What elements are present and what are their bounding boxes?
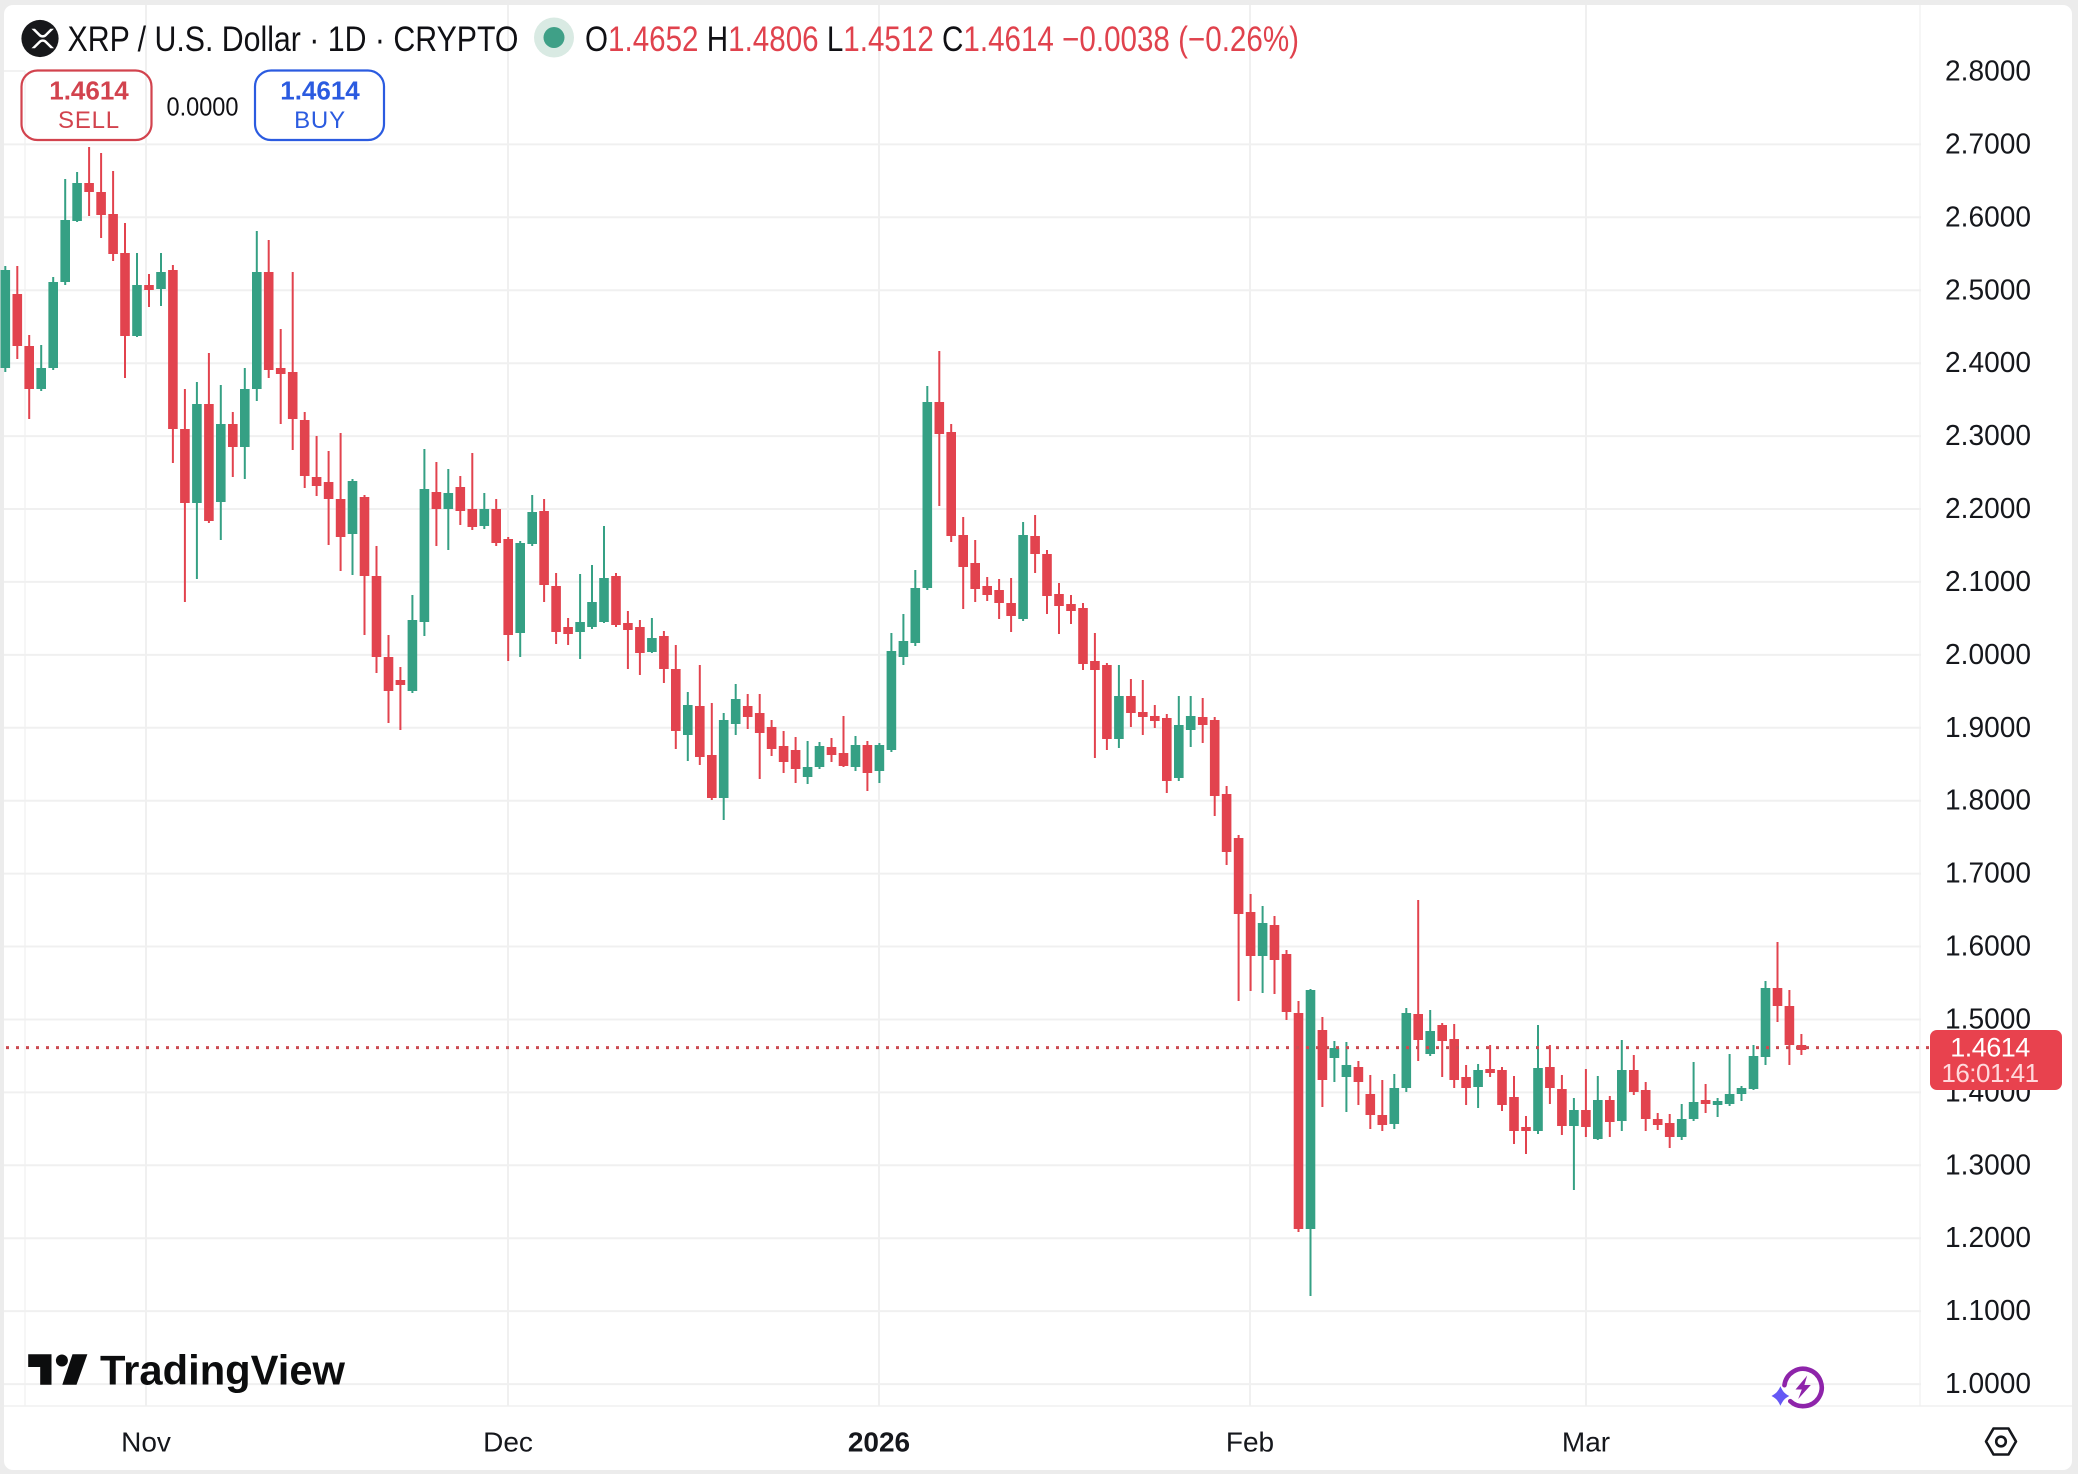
svg-text:XRP / U.S. Dollar · 1D · CRYPT: XRP / U.S. Dollar · 1D · CRYPTO bbox=[68, 20, 519, 59]
svg-text:1.4614: 1.4614 bbox=[280, 76, 360, 106]
svg-text:2.4000: 2.4000 bbox=[1945, 347, 2031, 379]
svg-text:Dec: Dec bbox=[483, 1427, 533, 1458]
svg-text:2.7000: 2.7000 bbox=[1945, 128, 2031, 160]
svg-text:1.4614: 1.4614 bbox=[49, 76, 129, 106]
svg-text:1.2000: 1.2000 bbox=[1945, 1222, 2031, 1254]
svg-text:2.2000: 2.2000 bbox=[1945, 493, 2031, 525]
svg-text:1.6000: 1.6000 bbox=[1945, 931, 2031, 963]
svg-text:1.3000: 1.3000 bbox=[1945, 1149, 2031, 1181]
svg-text:O1.4652 H1.4806 L1.4512 C1.461: O1.4652 H1.4806 L1.4512 C1.4614 −0.0038 … bbox=[585, 20, 1299, 59]
svg-text:Nov: Nov bbox=[121, 1427, 171, 1458]
svg-text:SELL: SELL bbox=[58, 107, 120, 134]
svg-text:1.1000: 1.1000 bbox=[1945, 1295, 2031, 1327]
svg-text:2.1000: 2.1000 bbox=[1945, 566, 2031, 598]
svg-text:1.7000: 1.7000 bbox=[1945, 858, 2031, 890]
svg-text:1.0000: 1.0000 bbox=[1945, 1368, 2031, 1400]
svg-text:BUY: BUY bbox=[294, 107, 346, 134]
svg-text:1.9000: 1.9000 bbox=[1945, 712, 2031, 744]
svg-text:16:01:41: 16:01:41 bbox=[1941, 1058, 2038, 1088]
svg-text:0.0000: 0.0000 bbox=[167, 92, 239, 122]
svg-text:1.8000: 1.8000 bbox=[1945, 785, 2031, 817]
svg-text:TradingView: TradingView bbox=[100, 1347, 345, 1394]
svg-text:2.6000: 2.6000 bbox=[1945, 201, 2031, 233]
svg-text:2.5000: 2.5000 bbox=[1945, 274, 2031, 306]
svg-text:2.8000: 2.8000 bbox=[1945, 56, 2031, 88]
svg-text:2.3000: 2.3000 bbox=[1945, 420, 2031, 452]
svg-text:Mar: Mar bbox=[1562, 1427, 1610, 1458]
svg-text:2.0000: 2.0000 bbox=[1945, 639, 2031, 671]
svg-text:Feb: Feb bbox=[1226, 1427, 1274, 1458]
svg-text:2026: 2026 bbox=[848, 1427, 910, 1458]
svg-text:1.4614: 1.4614 bbox=[1950, 1033, 2030, 1063]
